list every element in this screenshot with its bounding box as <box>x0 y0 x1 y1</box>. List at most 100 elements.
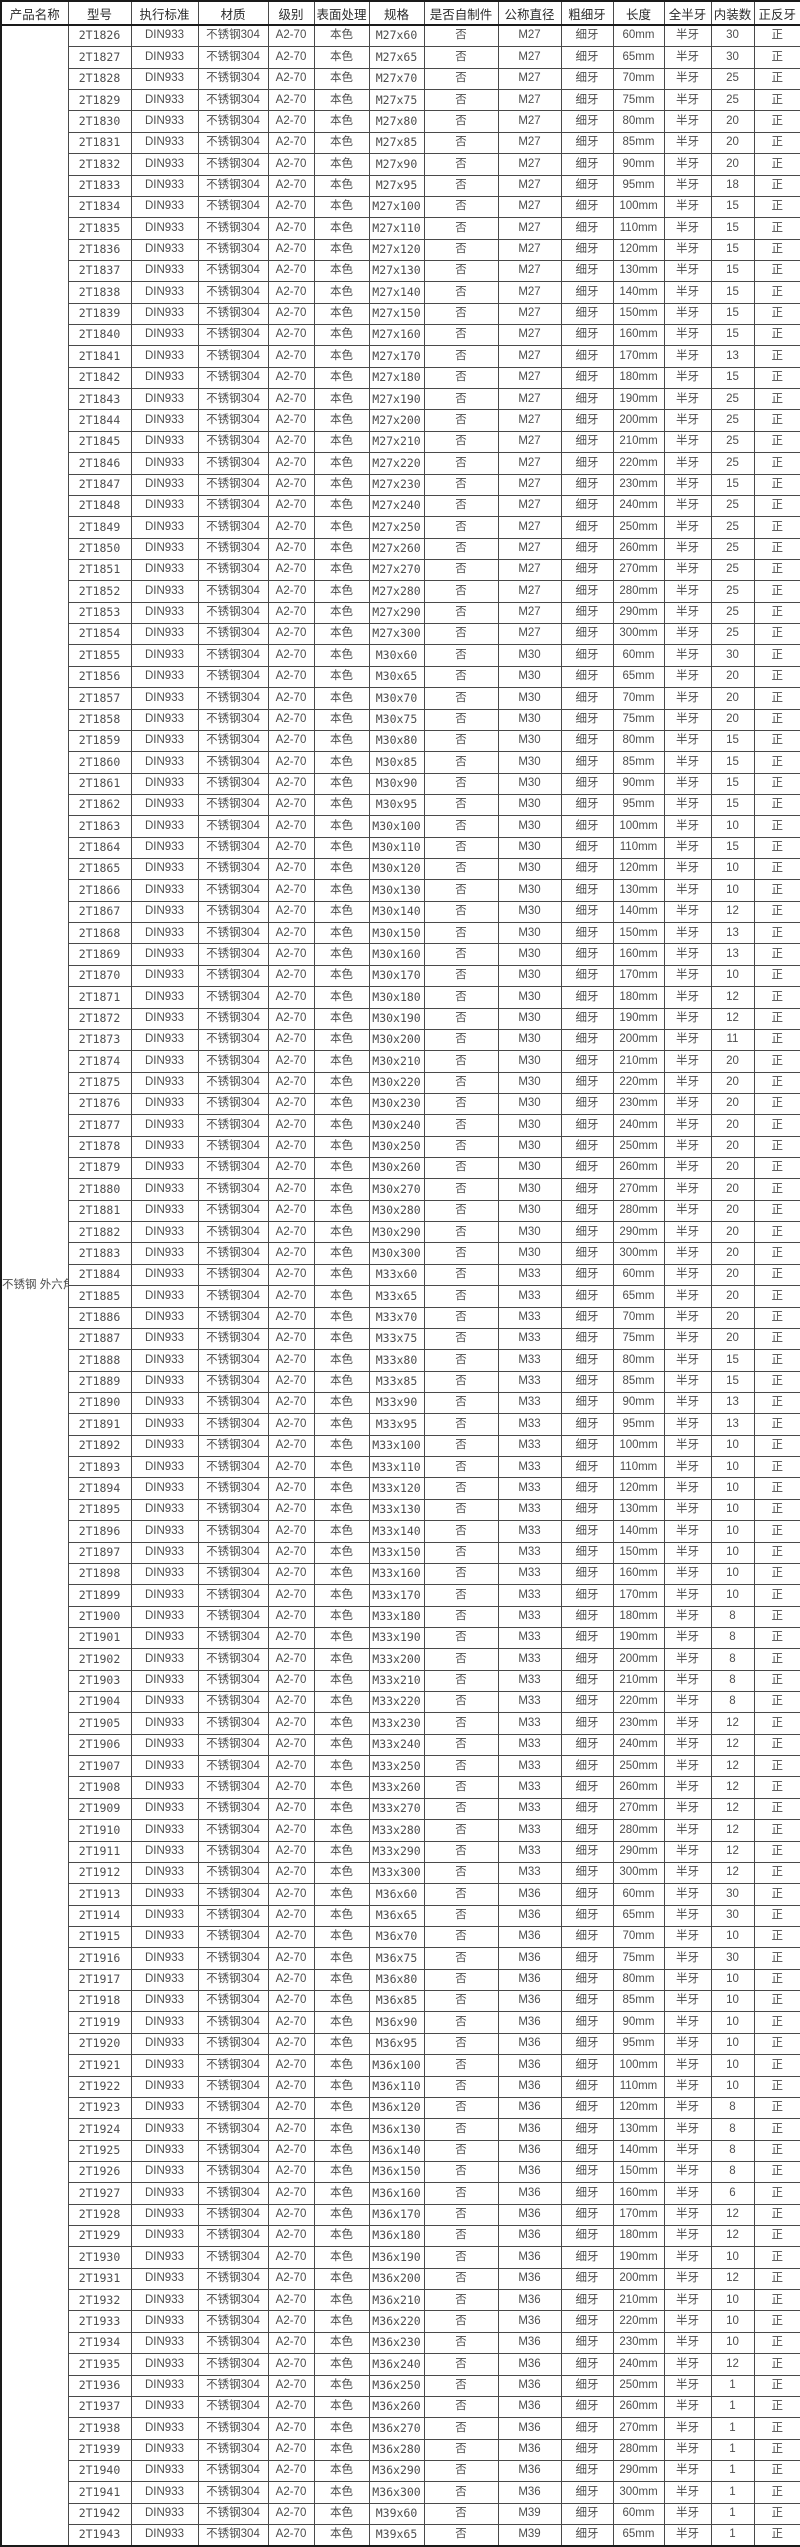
table-row: 2T1835 DIN933 不锈钢304 A2-70 本色 M27x110 否 M27 细牙 11… <box>1 217 800 240</box>
cell-thread-pitch: 细牙 <box>560 964 614 988</box>
cell-thread-direction: 正 <box>753 1007 800 1030</box>
table-row: 2T1878 DIN933 不锈钢304 A2-70 本色 M30x250 否 M30 细牙 25… <box>1 1135 800 1159</box>
cell-model: 2T1839 <box>67 302 132 326</box>
cell-diameter: M36 <box>497 2353 562 2376</box>
cell-pack-qty: 8 <box>710 1691 755 1714</box>
cell-thread-pitch: 细牙 <box>560 708 614 731</box>
cell-spec: M30x260 <box>368 1157 425 1180</box>
cell-diameter: M27 <box>497 473 562 496</box>
cell-thread-pitch: 细牙 <box>560 558 614 582</box>
cell-surface: 本色 <box>313 687 370 710</box>
cell-spec: M30x220 <box>368 1071 425 1094</box>
cell-length: 95mm <box>612 793 665 817</box>
cell-standard: DIN933 <box>130 558 199 582</box>
cell-diameter: M27 <box>497 558 562 582</box>
cell-thread-coverage: 半牙 <box>663 858 712 881</box>
cell-model: 2T1869 <box>67 943 132 966</box>
cell-thread-coverage: 半牙 <box>663 2246 712 2269</box>
cell-thread-pitch: 细牙 <box>560 900 614 924</box>
cell-grade: A2-70 <box>267 986 315 1009</box>
cell-thread-pitch: 细牙 <box>560 1477 614 1500</box>
cell-material: 不锈钢304 <box>197 836 269 860</box>
table-row: 2T1943 DIN933 不锈钢304 A2-70 本色 M39x65 否 M39 细牙 65m… <box>1 2524 800 2547</box>
cell-thread-coverage: 半牙 <box>663 708 712 731</box>
cell-grade: A2-70 <box>267 473 315 496</box>
cell-thread-coverage: 半牙 <box>663 2438 712 2461</box>
cell-self-made: 否 <box>423 2374 499 2397</box>
cell-spec: M36x300 <box>368 2481 425 2504</box>
cell-surface: 本色 <box>313 1498 370 1522</box>
cell-thread-pitch: 细牙 <box>560 2310 614 2333</box>
cell-surface: 本色 <box>313 2075 370 2098</box>
cell-self-made: 否 <box>423 558 499 582</box>
cell-standard: DIN933 <box>130 1028 199 1052</box>
cell-spec: M27x70 <box>368 67 425 91</box>
cell-thread-pitch: 细牙 <box>560 217 614 240</box>
cell-surface: 本色 <box>313 2203 370 2227</box>
cell-thread-pitch: 细牙 <box>560 110 614 133</box>
cell-material: 不锈钢304 <box>197 2096 269 2120</box>
cell-spec: M36x160 <box>368 2182 425 2205</box>
cell-self-made: 否 <box>423 1285 499 1308</box>
cell-self-made: 否 <box>423 601 499 625</box>
cell-self-made: 否 <box>423 46 499 69</box>
cell-diameter: M36 <box>497 2395 562 2419</box>
cell-length: 270mm <box>612 558 665 582</box>
cell-length: 70mm <box>612 67 665 91</box>
cell-pack-qty: 18 <box>710 174 755 197</box>
cell-diameter: M33 <box>497 1626 562 1650</box>
cell-length: 60mm <box>612 24 665 48</box>
cell-spec: M30x170 <box>368 964 425 988</box>
cell-thread-pitch: 细牙 <box>560 2118 614 2141</box>
cell-length: 180mm <box>612 366 665 390</box>
cell-grade: A2-70 <box>267 46 315 69</box>
cell-standard: DIN933 <box>130 1199 199 1223</box>
cell-standard: DIN933 <box>130 2374 199 2397</box>
cell-thread-direction: 正 <box>753 943 800 966</box>
cell-self-made: 否 <box>423 494 499 518</box>
cell-surface: 本色 <box>313 1135 370 1159</box>
cell-thread-pitch: 细牙 <box>560 1306 614 1329</box>
cell-model: 2T1928 <box>67 2203 132 2227</box>
cell-length: 150mm <box>612 2160 665 2184</box>
cell-spec: M27x85 <box>368 131 425 155</box>
cell-thread-coverage: 半牙 <box>663 772 712 795</box>
cell-material: 不锈钢304 <box>197 1135 269 1159</box>
cell-thread-direction: 正 <box>753 67 800 91</box>
cell-self-made: 否 <box>423 986 499 1009</box>
cell-self-made: 否 <box>423 1776 499 1799</box>
cell-standard: DIN933 <box>130 131 199 155</box>
cell-standard: DIN933 <box>130 1456 199 1479</box>
cell-length: 65mm <box>612 665 665 689</box>
table-row: 2T1907 DIN933 不锈钢304 A2-70 本色 M33x250 否 M33 细牙 25… <box>1 1755 800 1778</box>
cell-thread-direction: 正 <box>753 1584 800 1607</box>
cell-length: 170mm <box>612 2203 665 2227</box>
cell-thread-direction: 正 <box>753 217 800 240</box>
cell-pack-qty: 8 <box>710 2160 755 2184</box>
cell-thread-pitch: 细牙 <box>560 1135 614 1159</box>
cell-spec: M30x230 <box>368 1092 425 1116</box>
cell-self-made: 否 <box>423 1263 499 1287</box>
cell-pack-qty: 20 <box>710 708 755 731</box>
cell-length: 170mm <box>612 1584 665 1607</box>
cell-thread-pitch: 细牙 <box>560 2032 614 2056</box>
cell-surface: 本色 <box>313 964 370 988</box>
cell-thread-pitch: 细牙 <box>560 302 614 326</box>
cell-thread-direction: 正 <box>753 281 800 304</box>
cell-length: 60mm <box>612 2502 665 2526</box>
header-row: 产品名称 型号 执行标准 材质 级别 表面处理 规格 是否自制件 公称直径 粗细牙 长度 全半牙 内装数… <box>0 0 800 26</box>
cell-surface: 本色 <box>313 1028 370 1052</box>
cell-spec: M30x60 <box>368 644 425 667</box>
cell-grade: A2-70 <box>267 1050 315 1073</box>
cell-grade: A2-70 <box>267 2182 315 2205</box>
cell-thread-pitch: 细牙 <box>560 858 614 881</box>
cell-thread-pitch: 细牙 <box>560 67 614 91</box>
cell-material: 不锈钢304 <box>197 729 269 753</box>
cell-material: 不锈钢304 <box>197 1904 269 1927</box>
cell-grade: A2-70 <box>267 2417 315 2440</box>
cell-spec: M30x150 <box>368 922 425 945</box>
cell-grade: A2-70 <box>267 1135 315 1159</box>
table-row: 2T1856 DIN933 不锈钢304 A2-70 本色 M30x65 否 M30 细牙 65m… <box>1 665 800 689</box>
cell-standard: DIN933 <box>130 2118 199 2141</box>
cell-surface: 本色 <box>313 2502 370 2526</box>
